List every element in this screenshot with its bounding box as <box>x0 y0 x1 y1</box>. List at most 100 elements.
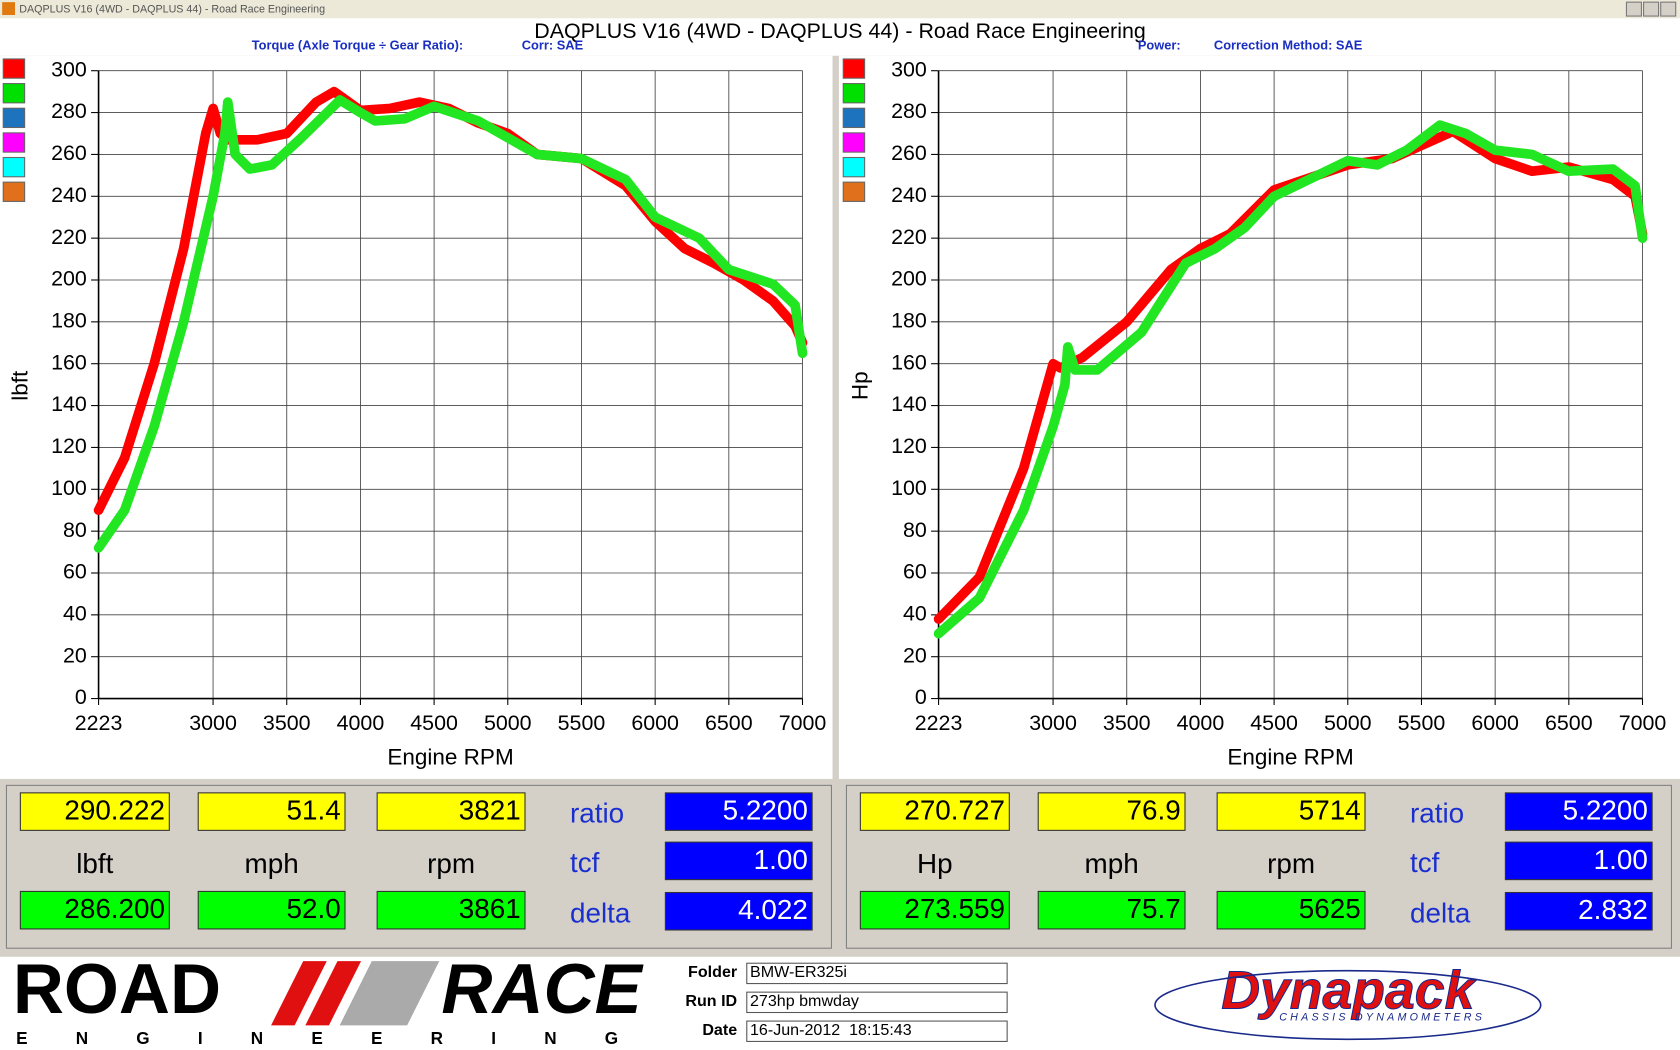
x-tick-label: 3000 <box>189 711 237 735</box>
x-tick-label: 2223 <box>75 711 123 735</box>
readout-unit: mph <box>245 848 299 879</box>
x-tick-label: 5500 <box>558 711 606 735</box>
window-title: DAQPLUS V16 (4WD - DAQPLUS 44) - Road Ra… <box>19 3 325 15</box>
legend-swatch <box>2 107 26 129</box>
field-value: 16-Jun-2012 18:15:43 <box>750 1021 912 1039</box>
readout-box <box>19 890 170 930</box>
x-tick-label: 7000 <box>779 711 827 735</box>
y-tick-label: 60 <box>63 560 87 584</box>
setting-box <box>664 792 813 831</box>
field-label: Date <box>702 1021 737 1039</box>
x-tick-label: 3500 <box>1103 711 1151 735</box>
readout-unit: rpm <box>427 848 475 879</box>
y-tick-label: 240 <box>891 183 927 207</box>
header-band <box>0 18 1680 56</box>
legend-swatch <box>2 83 26 104</box>
setting-box <box>664 841 813 881</box>
logo-slash <box>305 961 362 1026</box>
legend-swatch <box>2 156 26 178</box>
chart-subtitle: Power: <box>1138 37 1181 52</box>
x-tick-label: 3000 <box>1029 711 1077 735</box>
readout-box <box>197 890 346 930</box>
close-button[interactable] <box>1660 1 1677 17</box>
setting-box <box>1504 841 1653 881</box>
readout-value: 290.222 <box>64 795 165 826</box>
y-tick-label: 220 <box>891 225 927 249</box>
setting-label: ratio <box>570 798 624 829</box>
readout-value: 5625 <box>1299 893 1361 924</box>
y-tick-label: 40 <box>63 602 87 626</box>
readout-unit: Hp <box>917 848 953 879</box>
y-tick-label: 80 <box>63 518 87 542</box>
readout-box <box>859 890 1010 930</box>
setting-value: 1.00 <box>754 844 808 875</box>
y-tick-label: 280 <box>891 99 927 123</box>
setting-value: 4.022 <box>738 894 808 925</box>
x-tick-label: 6000 <box>631 711 679 735</box>
chart-subtitle: Torque (Axle Torque ÷ Gear Ratio): <box>252 37 463 52</box>
y-tick-label: 120 <box>51 434 87 458</box>
chart-subtitle: Corr: SAE <box>522 37 584 52</box>
y-tick-label: 60 <box>903 560 927 584</box>
legend-swatch <box>2 181 26 202</box>
y-tick-label: 300 <box>891 57 927 81</box>
readout-box <box>1216 890 1366 930</box>
setting-value: 1.00 <box>1594 844 1648 875</box>
brand-tagline: CHASSIS DYNAMOMETERS <box>1279 1012 1485 1024</box>
series-line <box>93 95 808 553</box>
legend-swatch <box>842 58 866 79</box>
y-tick-label: 140 <box>891 392 927 416</box>
setting-label: ratio <box>1410 798 1464 829</box>
y-tick-label: 160 <box>51 350 87 374</box>
setting-label: tcf <box>1410 847 1440 878</box>
legend-swatch <box>2 132 26 153</box>
readout-value: 3861 <box>459 893 521 924</box>
setting-label: delta <box>570 897 631 928</box>
restore-button[interactable] <box>1643 1 1660 17</box>
x-tick-label: 5500 <box>1398 711 1446 735</box>
x-tick-label: 4000 <box>1177 711 1225 735</box>
readout-value: 273.559 <box>904 893 1005 924</box>
y-tick-label: 120 <box>891 434 927 458</box>
readout-value: 51.4 <box>287 795 341 826</box>
readout-unit: rpm <box>1267 848 1315 879</box>
y-tick-label: 180 <box>51 309 87 333</box>
legend-swatch <box>842 156 866 178</box>
x-tick-label: 6500 <box>705 711 753 735</box>
x-axis-title: Engine RPM <box>387 745 513 770</box>
legend-swatch <box>842 83 866 104</box>
x-tick-label: 5000 <box>1324 711 1372 735</box>
setting-box <box>664 891 813 931</box>
y-tick-label: 100 <box>891 476 927 500</box>
y-axis-title: Hp <box>847 371 872 400</box>
legend-swatch <box>2 58 26 79</box>
y-tick-label: 100 <box>51 476 87 500</box>
app-icon <box>2 2 16 16</box>
readout-box <box>376 792 526 831</box>
x-tick-label: 4000 <box>337 711 385 735</box>
readout-unit: mph <box>1085 848 1139 879</box>
readout-value: 5714 <box>1299 795 1361 826</box>
field-value: BMW-ER325i <box>750 963 847 981</box>
y-tick-label: 40 <box>903 602 927 626</box>
y-tick-label: 240 <box>51 183 87 207</box>
x-tick-label: 4500 <box>1250 711 1298 735</box>
y-axis-title: lbft <box>7 370 32 401</box>
field-label: Folder <box>688 963 737 981</box>
x-tick-label: 7000 <box>1619 711 1667 735</box>
readout-box <box>859 792 1010 831</box>
y-tick-label: 0 <box>915 685 927 709</box>
y-tick-label: 0 <box>75 685 87 709</box>
field-box <box>746 962 1008 985</box>
y-tick-label: 220 <box>51 225 87 249</box>
readout-box <box>376 890 526 930</box>
setting-box <box>1504 792 1653 831</box>
x-tick-label: 5000 <box>484 711 532 735</box>
minimize-button[interactable] <box>1625 1 1642 17</box>
x-tick-label: 6000 <box>1471 711 1519 735</box>
y-tick-label: 260 <box>51 141 87 165</box>
readout-value: 286.200 <box>64 893 165 924</box>
y-tick-label: 140 <box>51 392 87 416</box>
